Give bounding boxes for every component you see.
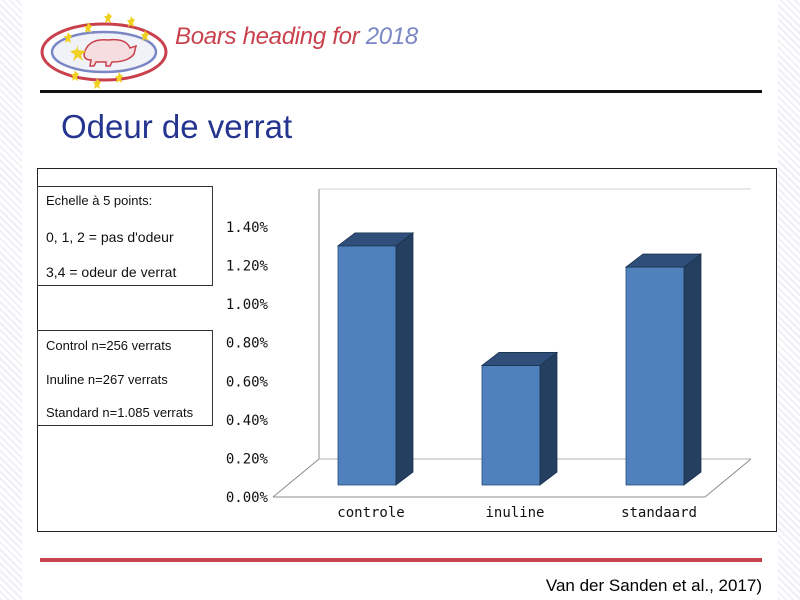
citation: Van der Sanden et al., 2017) — [545, 576, 762, 595]
left-border-decoration — [0, 0, 22, 600]
y-tick-label: 0.40% — [226, 413, 269, 429]
bar-front — [625, 266, 685, 486]
bar-top — [624, 253, 703, 268]
y-tick-label: 0.80% — [226, 336, 269, 352]
bar-side — [539, 351, 558, 486]
y-tick-label: 1.00% — [226, 297, 269, 313]
scale-legend-line-2: 3,4 = odeur de verrat — [46, 264, 177, 280]
footer-divider — [40, 558, 762, 562]
group-legend-control: Control n=256 verrats — [46, 338, 172, 353]
bar-front — [481, 365, 541, 486]
y-tick-label: 0.20% — [226, 451, 269, 467]
axis-depth-line — [272, 458, 320, 498]
eu-stars-logo — [40, 12, 168, 89]
slide-title: Odeur de verrat — [61, 108, 293, 145]
scale-legend-line-1: 0, 1, 2 = pas d'odeur — [46, 229, 174, 245]
logo-title-text: Boars heading for — [175, 23, 366, 50]
y-tick-label: 0.60% — [226, 374, 269, 390]
group-legend-inuline: Inuline n=267 verrats — [46, 372, 168, 387]
x-category-label: controle — [337, 505, 404, 521]
right-border-decoration — [778, 0, 800, 600]
logo-title: Boars heading for 2018 — [175, 23, 418, 51]
x-category-label: standaard — [621, 505, 697, 521]
y-tick-label: 1.20% — [226, 259, 269, 275]
header-divider — [40, 90, 762, 93]
scale-legend-box: Echelle à 5 points: 0, 1, 2 = pas d'odeu… — [37, 186, 213, 286]
y-tick-label: 1.40% — [226, 220, 269, 236]
bar-top — [480, 352, 559, 366]
logo-title-year: 2018 — [365, 23, 419, 50]
floor-right-edge — [704, 458, 752, 498]
bar-top — [336, 232, 415, 247]
bar-side — [683, 253, 702, 486]
x-category-label: inuline — [485, 505, 544, 521]
bar-side — [395, 232, 414, 486]
scale-legend-heading: Echelle à 5 points: — [46, 193, 153, 208]
y-tick-label: 0.00% — [226, 490, 269, 506]
group-legend-box: Control n=256 verrats Inuline n=267 verr… — [37, 330, 213, 426]
bar-front — [337, 245, 397, 486]
group-legend-standard: Standard n=1.085 verrats — [46, 405, 194, 420]
bar-chart: 0.00% 0.20% 0.40% 0.60% 0.80% 1.00% 1.20% 1.40%… — [226, 188, 752, 521]
